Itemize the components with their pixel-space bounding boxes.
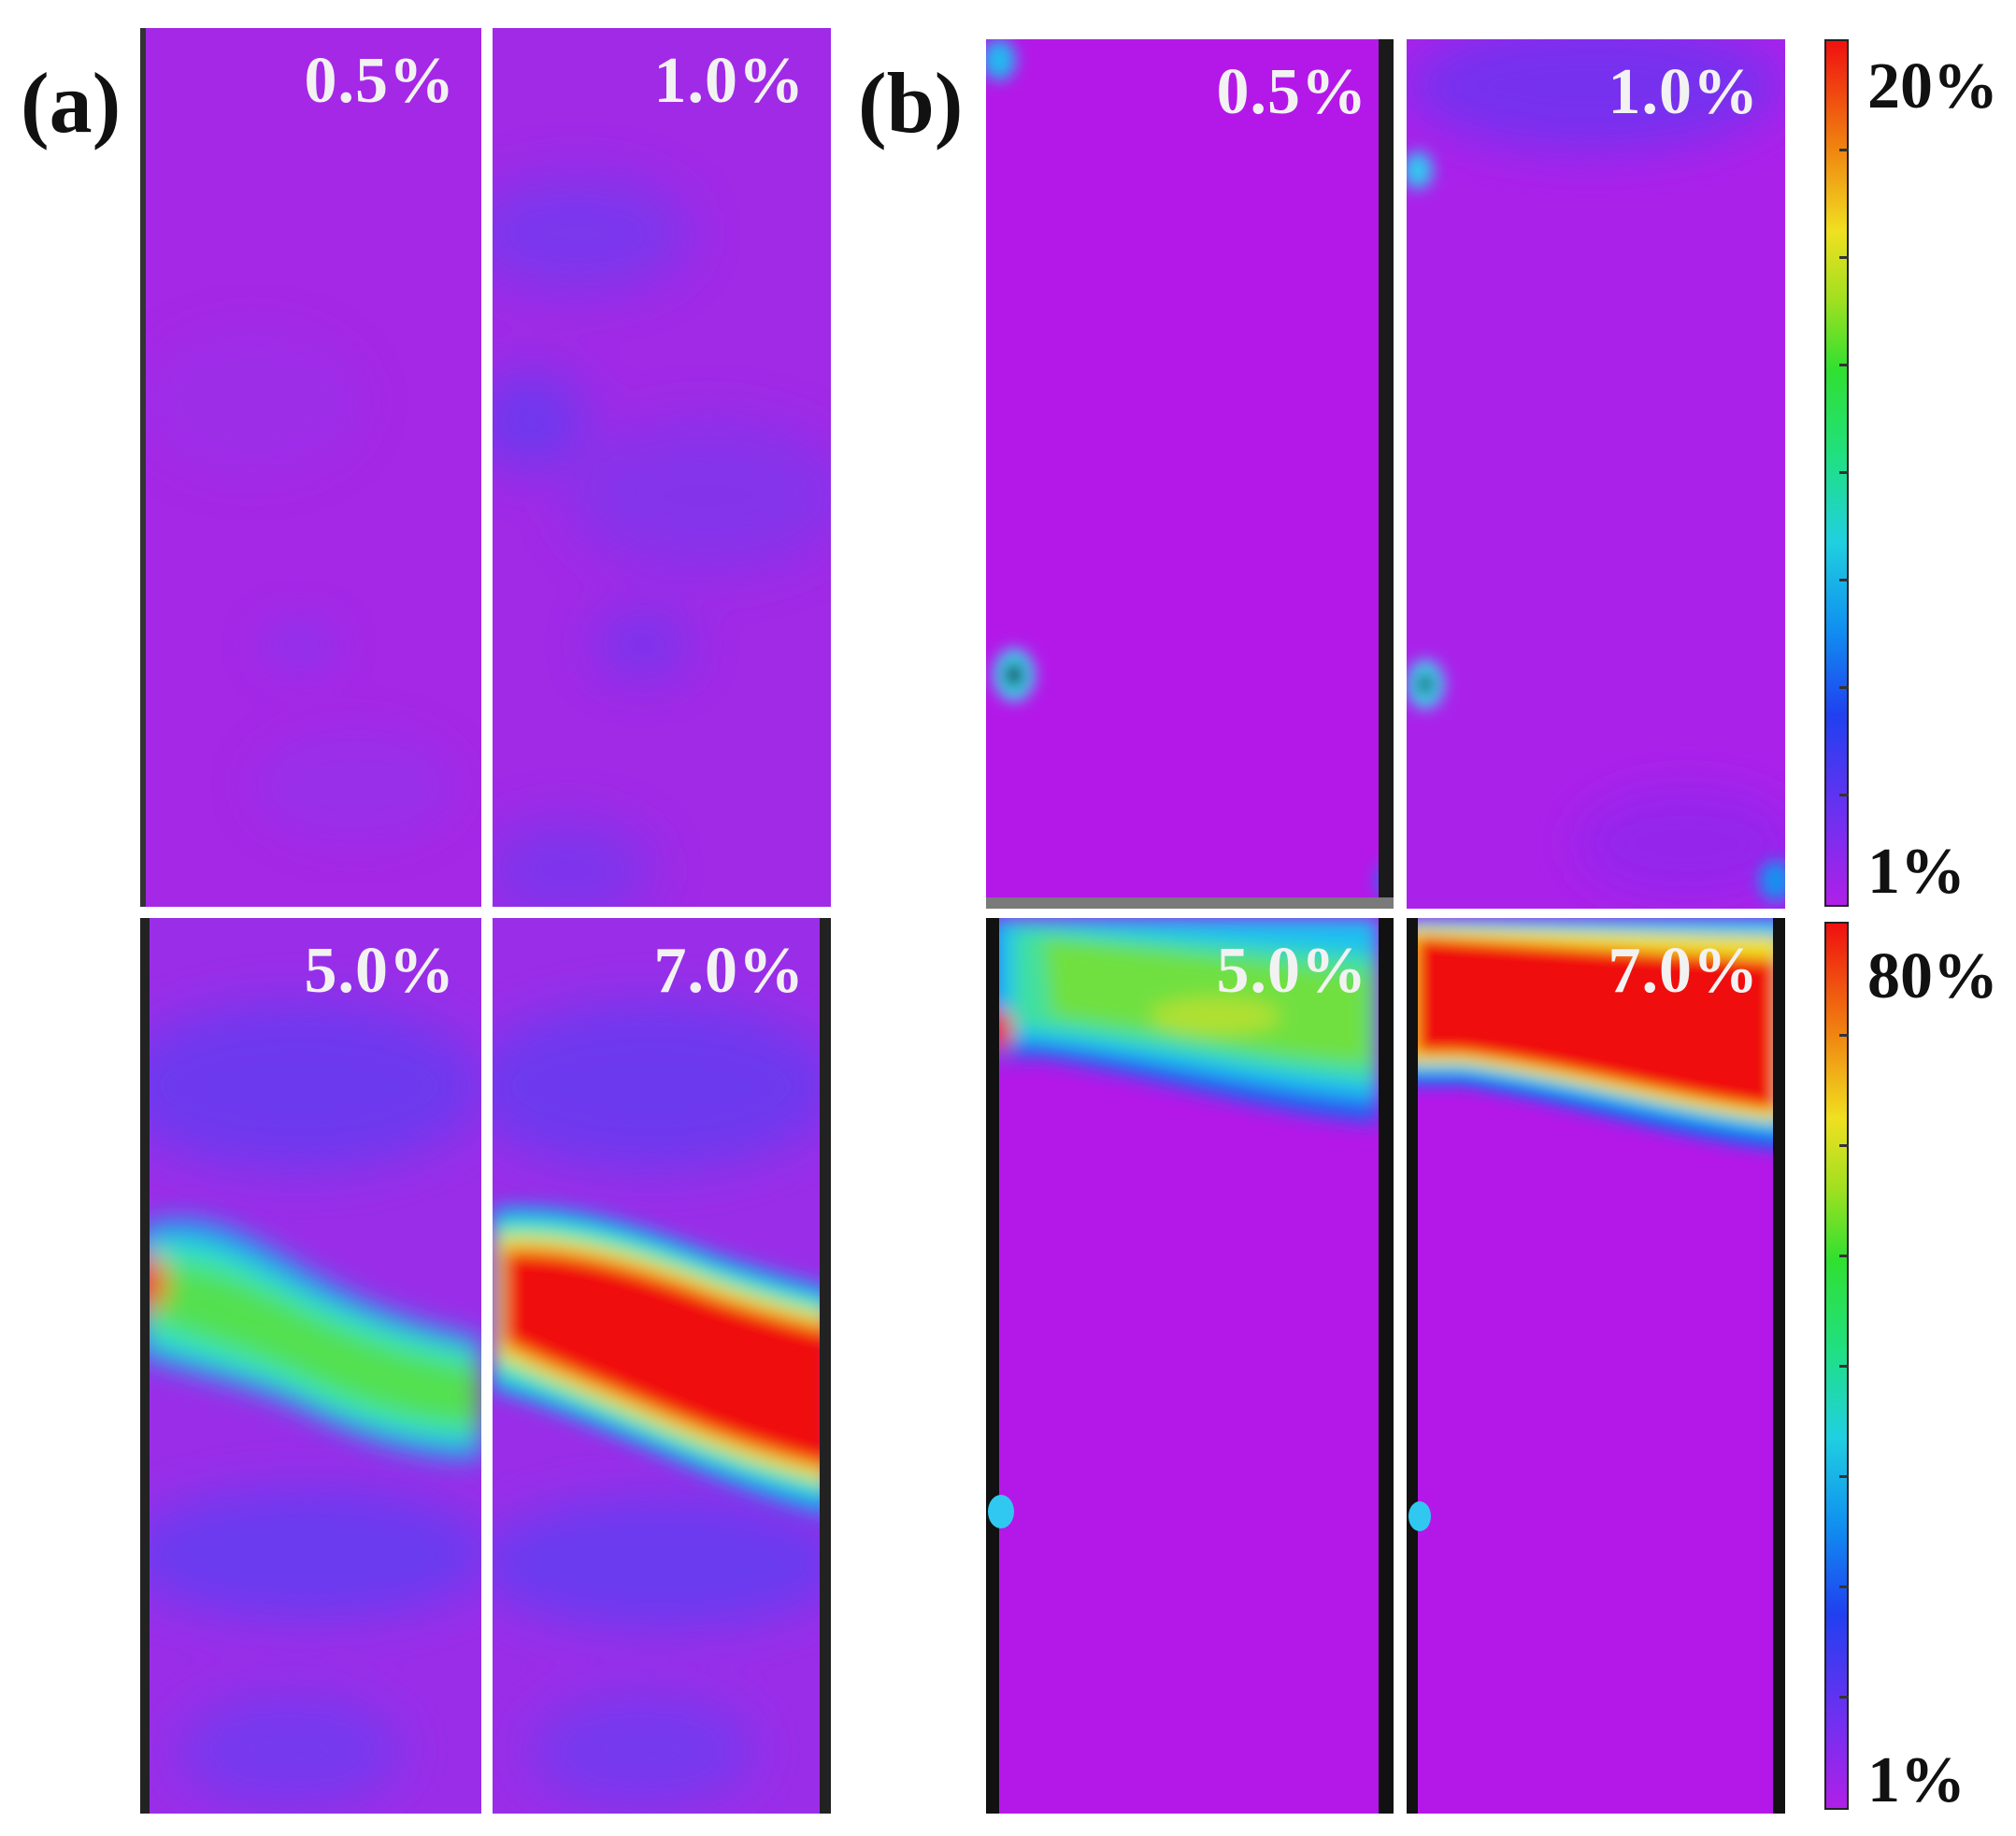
panel-a-label: (a) [21, 55, 122, 151]
panel-b-label: (b) [858, 55, 964, 151]
strain-label: 1.0% [1608, 56, 1759, 128]
strain-label: 5.0% [1216, 935, 1367, 1007]
colorbar-top-max-label: 20% [1867, 50, 1998, 122]
strain-label: 7.0% [1608, 935, 1759, 1007]
strain-map-a-1-0: 1.0% [493, 28, 831, 907]
strain-label: 5.0% [304, 935, 455, 1007]
strain-label: 0.5% [1216, 56, 1367, 128]
strain-map-b-0-5: 0.5% [986, 39, 1394, 909]
strain-map-b-7-0: 7.0% [1407, 918, 1785, 1814]
strain-map-b-1-0: 1.0% [1407, 39, 1785, 909]
colorbar-top-min-label: 1% [1867, 836, 1966, 908]
strain-label: 0.5% [304, 45, 455, 117]
strain-map-a-5-0: 5.0% [140, 918, 481, 1814]
strain-map-a-7-0: 7.0% [493, 918, 831, 1814]
colorbar-bottom [1824, 922, 1849, 1810]
strain-map-a-0-5: 0.5% [140, 28, 481, 907]
colorbar-bottom-min-label: 1% [1867, 1744, 1966, 1816]
strain-label: 1.0% [653, 45, 805, 117]
colorbar-top [1824, 39, 1849, 907]
strain-label: 7.0% [653, 935, 805, 1007]
colorbar-bottom-max-label: 80% [1867, 940, 1998, 1012]
strain-map-b-5-0: 5.0% [986, 918, 1394, 1814]
